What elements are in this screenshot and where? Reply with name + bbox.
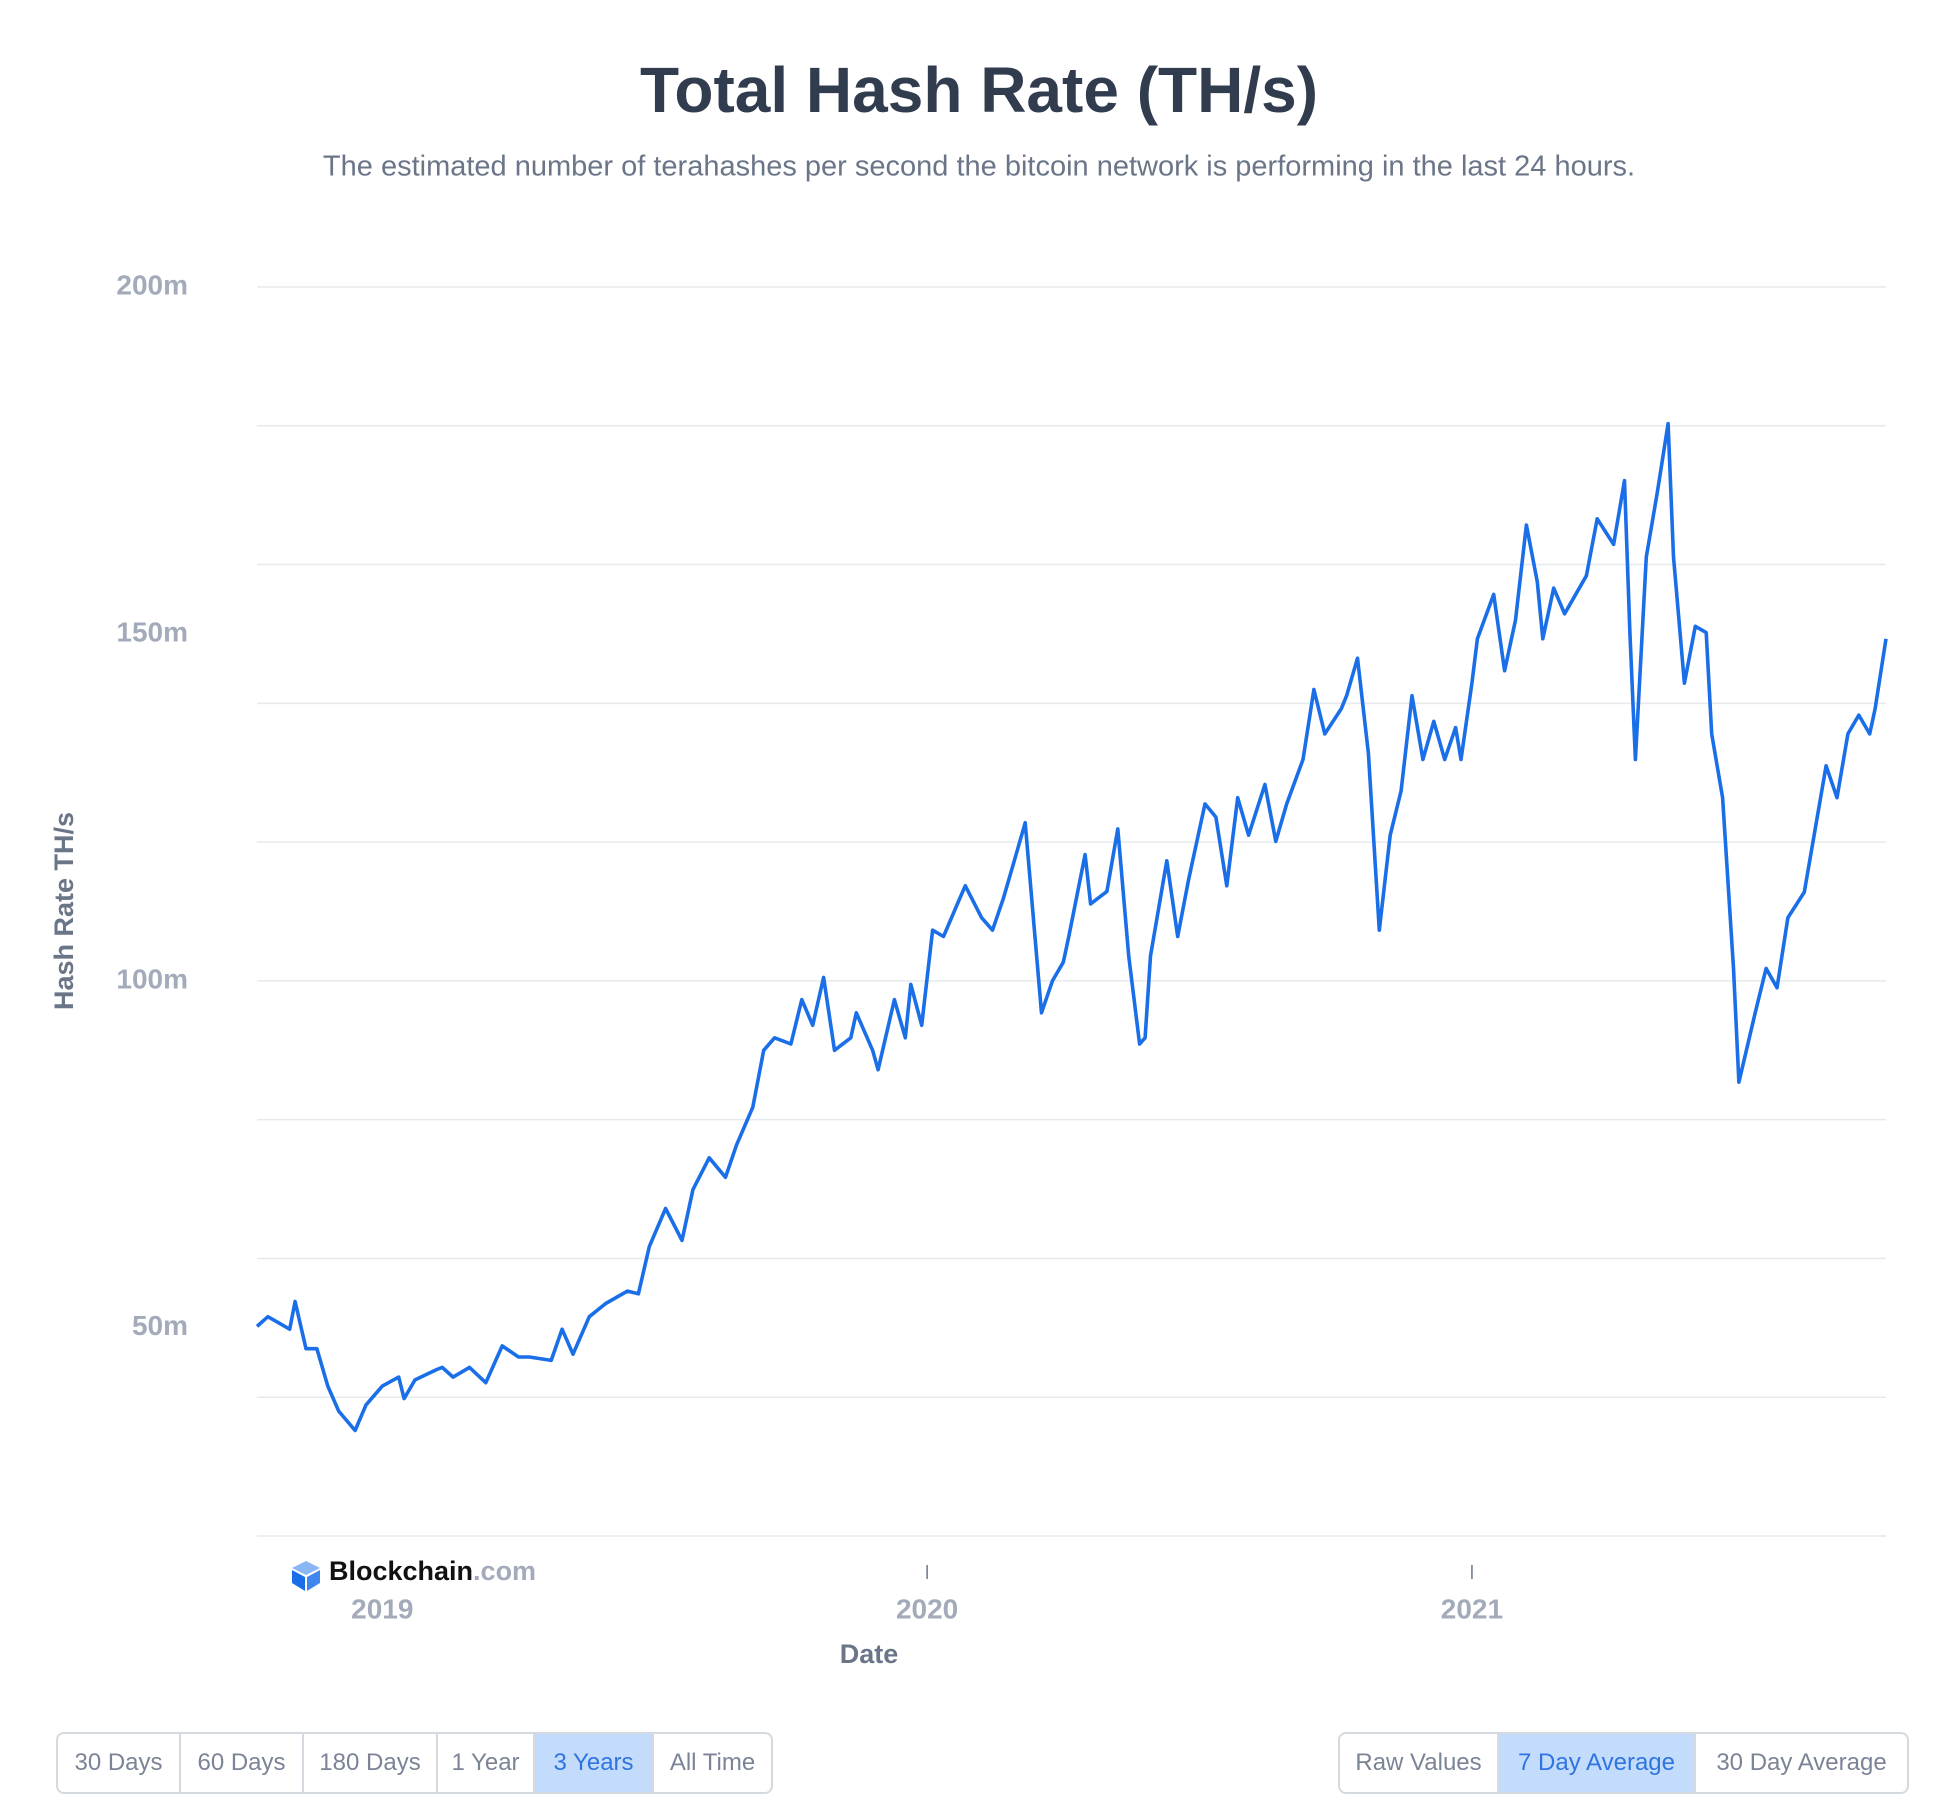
brand-name: Blockchain	[329, 1556, 473, 1586]
y-axis-title: Hash Rate TH/s	[49, 812, 79, 1010]
toggle-button[interactable]: 1 Year	[438, 1734, 535, 1792]
toggle-button[interactable]: 7 Day Average	[1499, 1734, 1696, 1792]
brand-text: Blockchain.com	[329, 1556, 536, 1586]
brand-logo: Blockchain.com	[288, 1552, 546, 1594]
y-tick-label: 50m	[132, 1310, 188, 1341]
brand-icon	[307, 1570, 320, 1591]
toggle-button[interactable]: Raw Values	[1340, 1734, 1499, 1792]
brand-icon	[292, 1570, 305, 1591]
average-selector: Raw Values 7 Day Average 30 Day Average	[1338, 1732, 1909, 1794]
brand-suffix: .com	[473, 1556, 536, 1586]
chart: Total Hash Rate (TH/s) The estimated num…	[49, 54, 1888, 1669]
y-tick-label: 200m	[116, 269, 188, 300]
y-tick-label: 100m	[116, 963, 188, 994]
x-tick-label: 2020	[896, 1593, 958, 1624]
x-axis-title: Date	[840, 1639, 899, 1669]
toggle-button[interactable]: 30 Day Average	[1716, 1749, 1887, 1776]
x-tick-label: 2021	[1441, 1593, 1503, 1624]
toggle-button[interactable]: 60 Days	[181, 1734, 304, 1792]
x-tick-label: 2019	[351, 1593, 413, 1624]
brand-icon	[292, 1561, 320, 1575]
toggle-button[interactable]: 30 Days	[58, 1734, 181, 1792]
toggle-button[interactable]: 3 Years	[535, 1734, 654, 1792]
data-line	[255, 421, 1888, 1433]
toggle-button[interactable]: All Time	[669, 1749, 756, 1776]
chart-subtitle: The estimated number of terahashes per s…	[323, 151, 1635, 183]
range-selector: 30 Days 60 Days 180 Days 1 Year 3 Years All T…	[56, 1732, 773, 1794]
toggle-button[interactable]: 180 Days	[304, 1734, 438, 1792]
brand-backdrop	[288, 1552, 546, 1594]
y-tick-label: 150m	[116, 616, 188, 647]
chart-title: Total Hash Rate (TH/s)	[640, 54, 1318, 126]
